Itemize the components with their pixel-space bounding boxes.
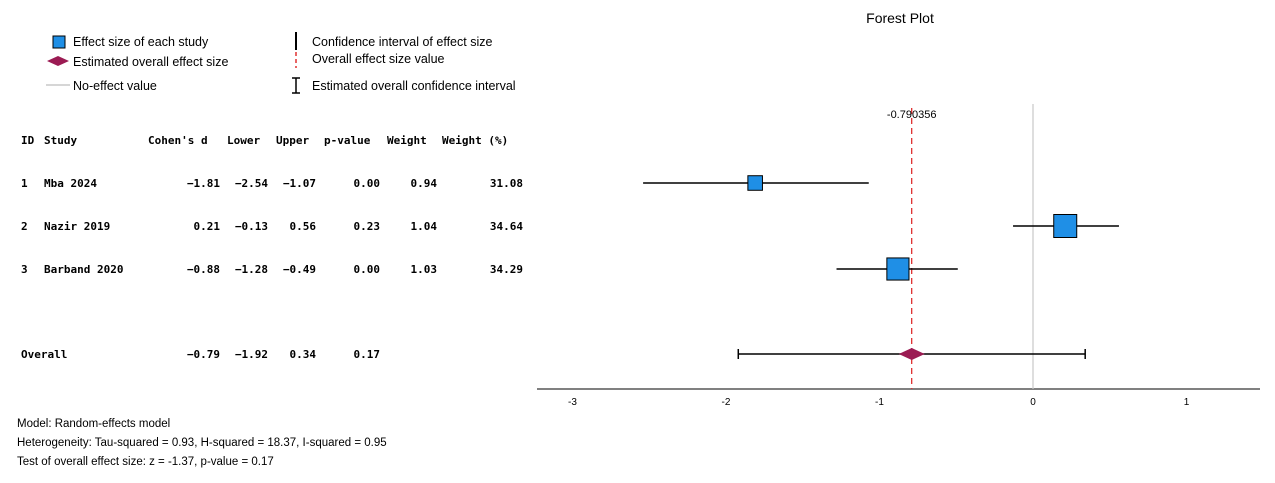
vertical-bar-icon: [295, 32, 297, 50]
effect-size-square: [747, 175, 763, 191]
cell-id: 3: [21, 263, 28, 276]
cell-lower: −2.54: [234, 177, 268, 190]
x-tick-label: 0: [1030, 397, 1036, 408]
diamond-marker-icon: [47, 56, 69, 66]
header-study: Study: [44, 134, 78, 147]
cell-study: Barband 2020: [44, 263, 124, 276]
cell-weight-pct: 34.29: [489, 263, 523, 276]
study-table: ID Study Cohen's d Lower Upper p-value W…: [0, 0, 540, 483]
header-id: ID: [21, 134, 35, 147]
header-p-value: p-value: [324, 134, 371, 147]
overall-effect-label: -0.790356: [887, 109, 937, 121]
footer-heterogeneity: Heterogeneity: Tau-squared = 0.93, H-squ…: [17, 437, 387, 449]
legend-overall-effect-label: Estimated overall effect size: [73, 55, 229, 69]
cell-study: Nazir 2019: [44, 220, 111, 233]
header-weight: Weight: [387, 134, 427, 147]
square-marker-icon: [52, 35, 66, 49]
overall-diamond: [898, 348, 925, 360]
legend-overall-ci-label: Estimated overall confidence interval: [312, 79, 516, 93]
cell-overall-lower: −1.92: [234, 348, 268, 361]
cell-p-value: 0.23: [353, 220, 381, 233]
cell-lower: −0.13: [234, 220, 268, 233]
cell-weight-pct: 34.64: [489, 220, 523, 233]
cell-id: 1: [21, 177, 28, 190]
legend-overall-value-label: Overall effect size value: [312, 52, 445, 66]
i-beam-icon: [292, 77, 300, 94]
legend-no-effect-label: No-effect value: [73, 79, 157, 93]
cell-overall-p: 0.17: [353, 348, 381, 361]
cell-upper: 0.56: [289, 220, 317, 233]
cell-overall-label: Overall: [21, 348, 68, 361]
header-upper: Upper: [276, 134, 310, 147]
cell-cohens-d: 0.21: [193, 220, 221, 233]
x-tick-label: 1: [1184, 397, 1190, 408]
effect-size-square: [1053, 214, 1078, 238]
cell-p-value: 0.00: [353, 177, 381, 190]
x-tick-label: -3: [568, 397, 577, 408]
cell-cohens-d: −0.88: [186, 263, 220, 276]
chart-title: Forest Plot: [866, 10, 934, 26]
header-lower: Lower: [227, 134, 261, 147]
cell-weight-pct: 31.08: [489, 177, 523, 190]
cell-overall-d: −0.79: [186, 348, 220, 361]
cell-lower: −1.28: [234, 263, 268, 276]
cell-cohens-d: −1.81: [186, 177, 220, 190]
header-cohens-d: Cohen's d: [148, 134, 208, 147]
cell-overall-upper: 0.34: [289, 348, 317, 361]
effect-size-square: [886, 257, 910, 281]
footer-model: Model: Random-effects model: [17, 418, 171, 430]
header-weight-pct: Weight (%): [442, 134, 509, 147]
cell-weight: 1.04: [410, 220, 438, 233]
cell-upper: −0.49: [282, 263, 316, 276]
legend-effect-size-label: Effect size of each study: [73, 35, 209, 49]
legend-ci-label: Confidence interval of effect size: [312, 35, 493, 49]
cell-weight: 0.94: [410, 177, 438, 190]
cell-upper: −1.07: [282, 177, 316, 190]
x-tick-label: -1: [875, 397, 884, 408]
cell-study: Mba 2024: [44, 177, 97, 190]
dashed-line-icon: [295, 52, 297, 68]
cell-id: 2: [21, 220, 28, 233]
x-tick-label: -2: [722, 397, 731, 408]
cell-p-value: 0.00: [353, 263, 381, 276]
gray-line-icon: [46, 84, 70, 86]
footer-test: Test of overall effect size: z = -1.37, …: [17, 456, 274, 468]
cell-weight: 1.03: [410, 263, 438, 276]
